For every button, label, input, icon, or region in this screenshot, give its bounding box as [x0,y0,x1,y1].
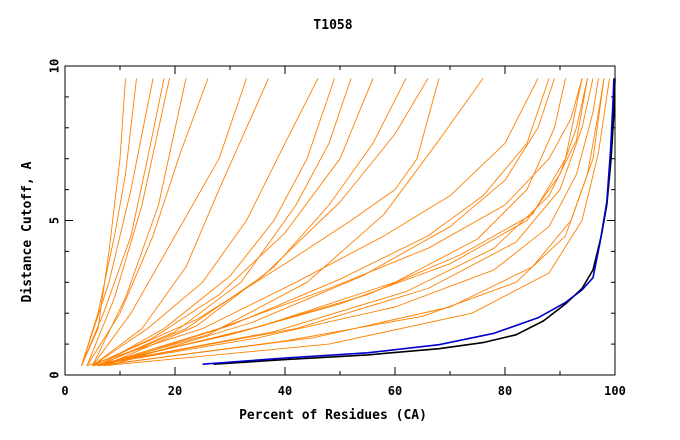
series-line-29 [92,78,440,367]
x-tick-label-2: 40 [278,384,292,398]
x-axis-label: Percent of Residues (CA) [239,408,427,423]
x-tick-label-1: 20 [168,384,182,398]
x-tick-label-0: 0 [61,384,68,398]
tick-labels: 0 20 40 60 80 100 0 5 10 [48,59,626,398]
series-line-8 [81,78,165,366]
series-line-19 [92,78,583,367]
series-line-6 [92,78,187,366]
series-line-25 [86,78,539,367]
series-line-2 [81,78,137,366]
series-line-22 [103,78,550,367]
series-line-24 [108,78,555,367]
series-line-21 [92,78,599,367]
series-line-9 [92,78,247,366]
series-line-11 [97,78,335,367]
series-line-15 [97,78,429,367]
y-tick-label-2: 10 [48,59,62,73]
series-line-28 [103,78,610,367]
series-line-10 [92,78,319,367]
series-line-3 [81,78,154,366]
chart-title: T1058 [313,18,352,33]
series-line-20 [97,78,583,367]
series-line-0 [213,78,616,365]
series-line-23 [97,78,605,367]
series-line-17 [97,78,484,367]
series-line-30 [97,78,566,367]
x-tick-label-3: 60 [388,384,402,398]
series-line-5 [81,78,126,366]
x-tick-label-4: 80 [498,384,512,398]
series-line-14 [92,78,269,367]
series-line-18 [92,78,588,367]
series-line-13 [97,78,352,367]
y-tick-label-1: 5 [48,217,62,224]
series-line-12 [92,78,374,367]
x-tick-label-5: 100 [604,384,626,398]
series-line-4 [86,78,170,366]
series-line-26 [97,78,605,367]
series-line-27 [92,78,588,367]
series-line-7 [86,78,209,366]
y-tick-label-0: 0 [48,371,62,378]
axis-ticks [64,65,616,376]
series-line-31 [92,78,594,367]
plot-lines [81,78,616,367]
series-line-16 [103,78,407,367]
y-axis-label: Distance Cutoff, A [20,161,35,302]
series-line-1 [202,78,615,365]
